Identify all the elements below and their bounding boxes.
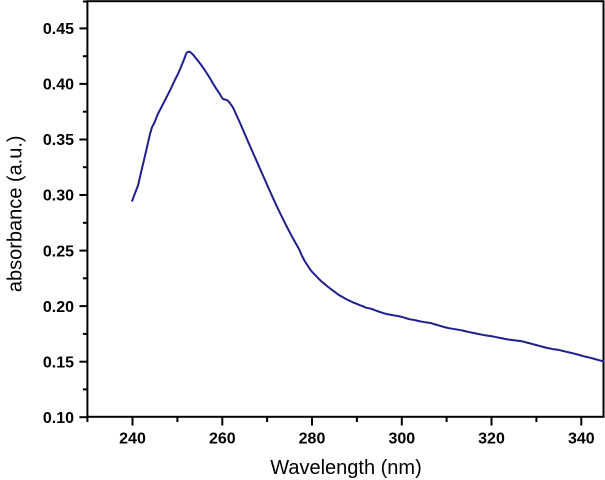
svg-text:0.20: 0.20: [43, 299, 74, 316]
svg-text:240: 240: [119, 430, 146, 447]
svg-text:280: 280: [299, 430, 326, 447]
svg-text:300: 300: [388, 430, 415, 447]
svg-text:0.10: 0.10: [43, 410, 74, 427]
svg-text:320: 320: [478, 430, 505, 447]
svg-text:absorbance (a.u.): absorbance (a.u.): [5, 135, 27, 292]
svg-text:0.35: 0.35: [43, 132, 74, 149]
svg-text:0.25: 0.25: [43, 243, 74, 260]
svg-text:0.40: 0.40: [43, 77, 74, 94]
svg-text:0.30: 0.30: [43, 188, 74, 205]
svg-text:260: 260: [209, 430, 236, 447]
svg-text:Wavelength (nm): Wavelength (nm): [270, 457, 422, 479]
svg-text:0.45: 0.45: [43, 21, 74, 38]
svg-text:340: 340: [568, 430, 595, 447]
svg-text:0.15: 0.15: [43, 354, 74, 371]
